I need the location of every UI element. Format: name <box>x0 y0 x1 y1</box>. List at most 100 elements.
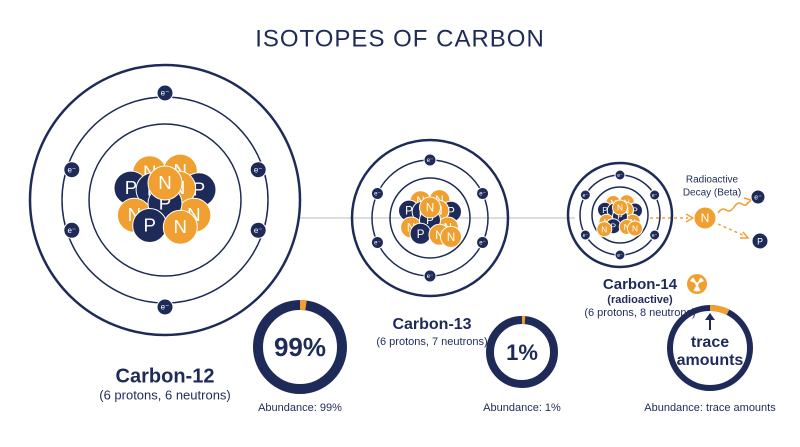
composition: (6 protons, 6 neutrons) <box>99 387 231 402</box>
particle-label: e⁻ <box>374 241 381 247</box>
electron <box>370 236 384 250</box>
composition: (6 protons, 8 neutrons) <box>584 307 695 319</box>
abundance-label: 1% <box>506 340 538 365</box>
abundance-caption: Abundance: 99% <box>258 402 342 414</box>
neutron <box>612 199 628 216</box>
particle-label: N <box>632 225 638 234</box>
abundance-label: amounts <box>677 352 744 369</box>
electron <box>249 221 267 239</box>
electron <box>370 186 384 200</box>
particle-label: P <box>426 215 434 227</box>
particle-label: P <box>632 207 638 216</box>
particle-label: P <box>447 207 455 219</box>
particle-label: e⁻ <box>254 226 263 235</box>
donut <box>253 300 347 394</box>
electron <box>476 186 490 200</box>
particle-label: e⁻ <box>427 274 434 280</box>
electron <box>156 84 174 102</box>
particle-label: e⁻ <box>67 165 76 174</box>
particle-label: P <box>617 213 623 222</box>
particle-label: e⁻ <box>427 158 434 164</box>
particle-label: e⁻ <box>583 193 589 199</box>
particle-label: P <box>143 214 155 235</box>
shell <box>566 161 674 269</box>
composition: (6 protons, 7 neutrons) <box>376 336 487 348</box>
electron <box>579 229 591 241</box>
donut <box>486 315 558 388</box>
note: (radioactive) <box>607 294 673 306</box>
particle-label: P <box>417 229 425 241</box>
shell <box>350 138 510 298</box>
electron <box>649 189 661 201</box>
electron <box>156 298 174 316</box>
particle-label: e⁻ <box>652 193 658 199</box>
electron <box>649 229 661 241</box>
particle-label: e⁻ <box>583 233 589 239</box>
isotope-name: Carbon-14 <box>603 276 678 293</box>
particle-label: e⁻ <box>254 165 263 174</box>
particle-label: P <box>610 222 616 231</box>
neutron <box>419 196 441 219</box>
particle-label: P <box>125 177 137 198</box>
electron <box>750 189 766 205</box>
electron <box>63 161 81 179</box>
orbit <box>389 177 471 259</box>
electron <box>476 236 490 250</box>
particle-label: e⁻ <box>161 89 170 98</box>
electron <box>423 269 437 283</box>
orbit <box>591 186 649 244</box>
particle-label: N <box>447 232 455 244</box>
particle-label: N <box>174 216 188 237</box>
decay-label: Radioactive <box>686 175 739 186</box>
electron <box>63 221 81 239</box>
particle-label: P <box>757 236 763 246</box>
isotope-name: Carbon-12 <box>116 365 215 387</box>
abundance-caption: Abundance: trace amounts <box>644 402 776 414</box>
neutron <box>693 206 717 230</box>
title: ISOTOPES OF CARBON <box>255 25 545 52</box>
particle-label: N <box>624 223 630 232</box>
particle-label: e⁻ <box>652 233 658 239</box>
decay-label: Decay (Beta) <box>683 188 741 199</box>
particle-label: N <box>601 225 607 234</box>
neutron <box>596 221 613 238</box>
particle-label: e⁻ <box>617 173 623 179</box>
particle-label: e⁻ <box>479 192 486 198</box>
particle-label: e⁻ <box>161 303 170 312</box>
particle-label: N <box>617 204 623 213</box>
particle-label: P <box>193 179 205 200</box>
particle-label: P <box>602 206 608 215</box>
electron <box>249 161 267 179</box>
orbit <box>88 123 242 277</box>
radiation-icon <box>687 274 707 294</box>
particle-label: N <box>701 211 710 225</box>
shell <box>28 63 302 337</box>
neutron <box>440 225 462 248</box>
abundance-label: 99% <box>274 332 326 362</box>
electron <box>579 189 591 201</box>
particle-label: e⁻ <box>617 253 623 259</box>
particle-label: e⁻ <box>754 194 762 201</box>
neutron <box>162 209 198 245</box>
abundance-caption: Abundance: 1% <box>483 402 561 414</box>
donut <box>667 305 753 391</box>
particle-label: e⁻ <box>479 241 486 247</box>
particle-label: N <box>158 172 172 193</box>
neutron <box>627 220 643 237</box>
particle-label: N <box>426 203 434 215</box>
particle-label: N <box>435 230 443 242</box>
particle-label: e⁻ <box>67 226 76 235</box>
isotope-name: Carbon-13 <box>392 316 471 333</box>
electron <box>614 249 626 261</box>
neutron <box>147 165 183 201</box>
particle-label: P <box>405 206 413 218</box>
proton <box>751 232 769 250</box>
abundance-label: trace <box>691 334 729 351</box>
electron <box>614 169 626 181</box>
electron <box>423 153 437 167</box>
particle-label: e⁻ <box>374 192 381 198</box>
decay-arrows <box>650 197 753 239</box>
